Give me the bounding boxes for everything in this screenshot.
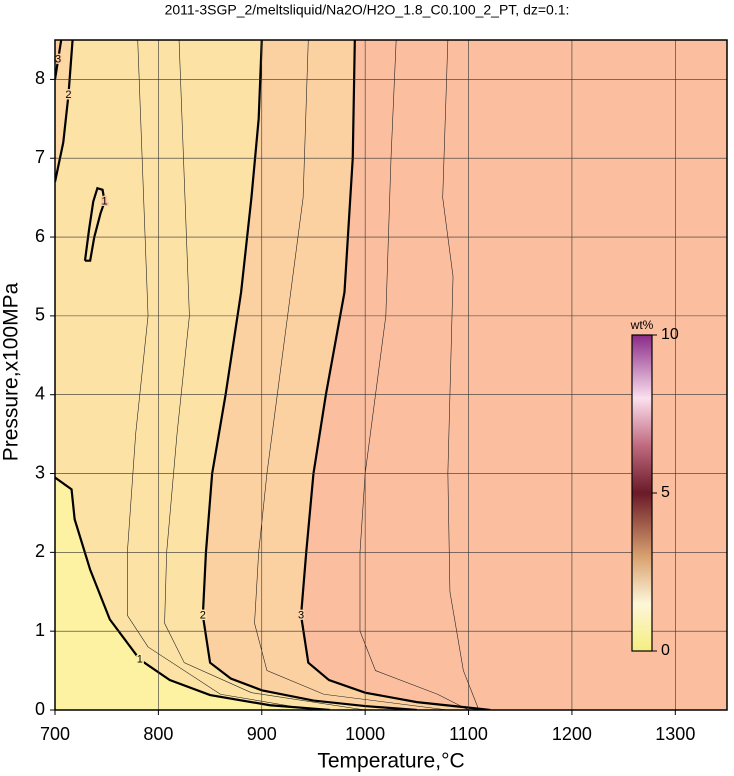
contour-label: 2: [65, 89, 71, 101]
contour-line: [55, 40, 63, 80]
contour-line: [201, 40, 417, 710]
colorbar-tick-label: 0: [661, 642, 670, 659]
minor-contour: [127, 40, 314, 710]
contour-label: 1: [137, 653, 143, 665]
minor-contour: [164, 40, 366, 710]
chart-title: 2011-3SGP_2/meltsliquid/Na2O/H2O_1.8_C0.…: [165, 2, 570, 18]
contour-line: [299, 40, 491, 710]
y-tick-label: 1: [35, 620, 45, 640]
y-tick-label: 3: [35, 462, 45, 482]
x-tick-label: 1300: [655, 724, 695, 744]
x-axis-label: Temperature,°C: [317, 750, 464, 773]
x-tick-label: 900: [247, 724, 277, 744]
contour-fill: [55, 477, 331, 710]
contour-label: 3: [55, 54, 61, 66]
y-tick-label: 5: [35, 305, 45, 325]
y-tick-label: 0: [35, 699, 45, 719]
y-tick-label: 4: [35, 383, 45, 403]
colorbar-label: wt%: [630, 318, 654, 332]
y-axis-label: Pressure,x100MPa: [0, 282, 23, 461]
colorbar: [631, 334, 653, 652]
x-tick-label: 1200: [552, 724, 592, 744]
y-tick-label: 7: [35, 147, 45, 167]
contour-label: 3: [298, 609, 304, 621]
contour-line: [55, 40, 74, 183]
colorbar-tick-label: 5: [661, 484, 670, 501]
contour-line: [83, 186, 106, 262]
plot-area: [55, 40, 727, 710]
x-tick-label: 700: [40, 724, 70, 744]
plot-frame: [54, 39, 728, 711]
y-tick-label: 2: [35, 541, 45, 561]
contour-fill: [55, 40, 417, 710]
contour-line: [55, 476, 331, 710]
x-tick-label: 1100: [449, 724, 488, 744]
contour-label: 1: [102, 195, 108, 207]
y-tick-label: 8: [35, 68, 45, 88]
contour-label: 2: [200, 609, 206, 621]
colorbar-tick-label: 10: [661, 326, 679, 343]
y-tick-label: 6: [35, 226, 45, 246]
x-tick-label: 1000: [345, 724, 385, 744]
contour-fill: [55, 40, 73, 182]
x-tick-label: 800: [143, 724, 173, 744]
